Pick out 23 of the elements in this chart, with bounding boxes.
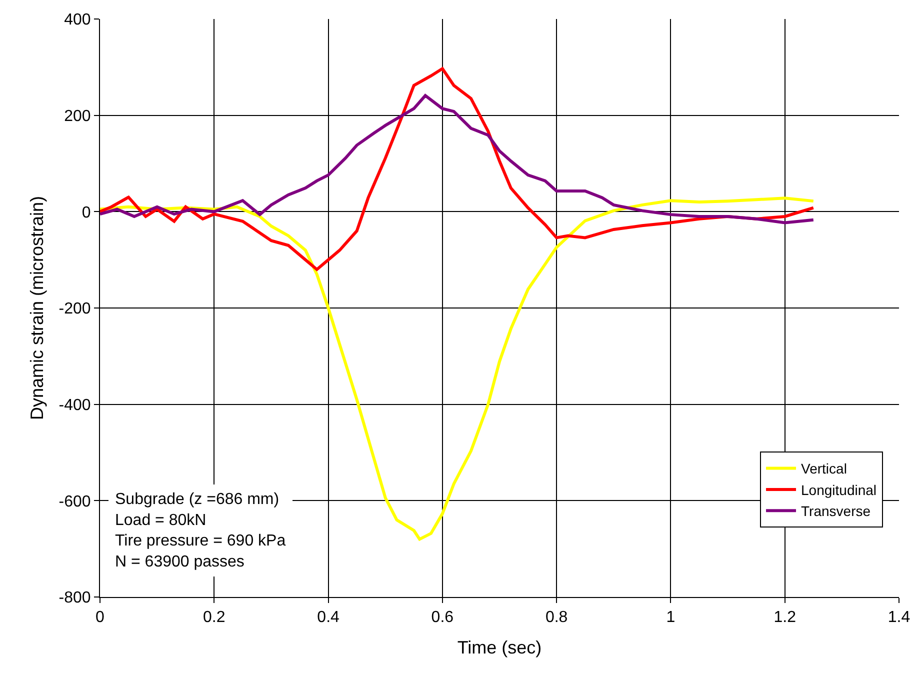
x-tick-label: 1 bbox=[666, 609, 676, 626]
y-tick-label: -600 bbox=[58, 493, 91, 510]
x-tick-label: 1.4 bbox=[888, 609, 910, 626]
x-tick-label: 1.2 bbox=[774, 609, 796, 626]
line-series bbox=[100, 67, 815, 271]
y-tick-label: -200 bbox=[58, 300, 91, 318]
annotation: Subgrade (z =686 mm) Load = 80kN Tire pressure = 690 kPa N = 63900 passes bbox=[115, 491, 286, 570]
legend-label: Vertical bbox=[801, 460, 847, 477]
x-axis-title: Time (sec) bbox=[457, 637, 542, 658]
x-tick-label: 0.8 bbox=[545, 609, 568, 626]
line-series bbox=[100, 94, 815, 224]
x-tick-label: 0.2 bbox=[203, 609, 226, 626]
legend-label: Transverse bbox=[801, 503, 871, 520]
y-tick-label: -800 bbox=[58, 590, 91, 607]
y-tick-label: -400 bbox=[58, 396, 91, 414]
x-tick-label: 0.6 bbox=[431, 609, 454, 626]
legend-label: Longitudinal bbox=[801, 482, 877, 498]
x-tick-label: 0 bbox=[96, 609, 105, 626]
y-tick-label: 0 bbox=[82, 204, 91, 222]
y-tick-label: 400 bbox=[64, 12, 91, 29]
x-tick-label: 0.4 bbox=[317, 609, 340, 626]
y-axis-title: Dynamic strain (microstrain) bbox=[26, 196, 47, 420]
y-tick-label: 200 bbox=[64, 108, 91, 125]
